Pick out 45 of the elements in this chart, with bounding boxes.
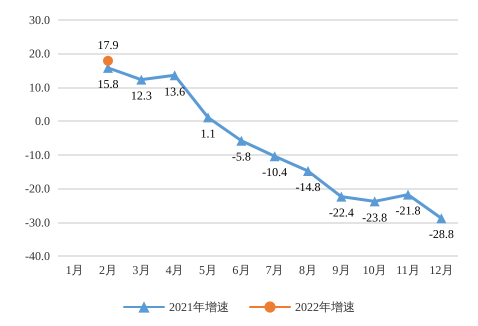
point	[203, 112, 213, 122]
point	[303, 166, 313, 176]
point	[436, 213, 446, 224]
x-tick-label: 10月	[362, 263, 387, 277]
data-label: -10.4	[262, 165, 288, 180]
data-label: -22.4	[328, 206, 354, 220]
y-tick-label: 0.0	[35, 114, 50, 128]
x-tick-label: 1月	[66, 263, 84, 277]
x-tick-label: 4月	[166, 263, 184, 277]
point	[403, 190, 413, 200]
y-tick-label: -40.0	[25, 249, 50, 263]
point	[103, 56, 113, 66]
data-label: -21.8	[396, 204, 420, 218]
data-label: 13.6	[164, 84, 186, 98]
y-tick-label: -10.0	[25, 148, 50, 162]
y-tick-label: 20.0	[29, 46, 50, 61]
data-label: 17.9	[98, 38, 118, 52]
data-label: -23.8	[362, 210, 388, 224]
point	[370, 196, 380, 206]
y-tick-label: -20.0	[25, 182, 50, 196]
x-tick-label: 7月	[266, 263, 284, 277]
data-label: 1.1	[200, 126, 216, 140]
data-label: 12.3	[130, 88, 152, 103]
point	[270, 151, 280, 162]
x-tick-label: 3月	[132, 263, 150, 277]
y-tick-label: 10.0	[29, 80, 50, 94]
x-tick-label: 12月	[429, 263, 454, 277]
point	[170, 70, 180, 80]
point	[336, 192, 346, 202]
data-label: -5.8	[232, 150, 251, 164]
x-tick-label: 11月	[396, 263, 420, 277]
point	[136, 74, 146, 85]
y-tick-label: 30.0	[29, 13, 50, 27]
x-tick-label: 8月	[299, 263, 317, 277]
x-tick-label: 5月	[199, 263, 217, 277]
legend-label: 2022年增速	[295, 300, 355, 314]
point	[236, 136, 246, 146]
data-label: 15.8	[98, 76, 118, 91]
x-tick-label: 9月	[332, 263, 350, 277]
data-label: -28.8	[428, 227, 454, 242]
x-tick-label: 2月	[99, 263, 117, 277]
legend-label: 2021年增速	[169, 300, 229, 314]
x-tick-label: 6月	[232, 263, 250, 277]
data-label: -14.8	[296, 180, 320, 194]
y-tick-label: -30.0	[25, 215, 50, 230]
